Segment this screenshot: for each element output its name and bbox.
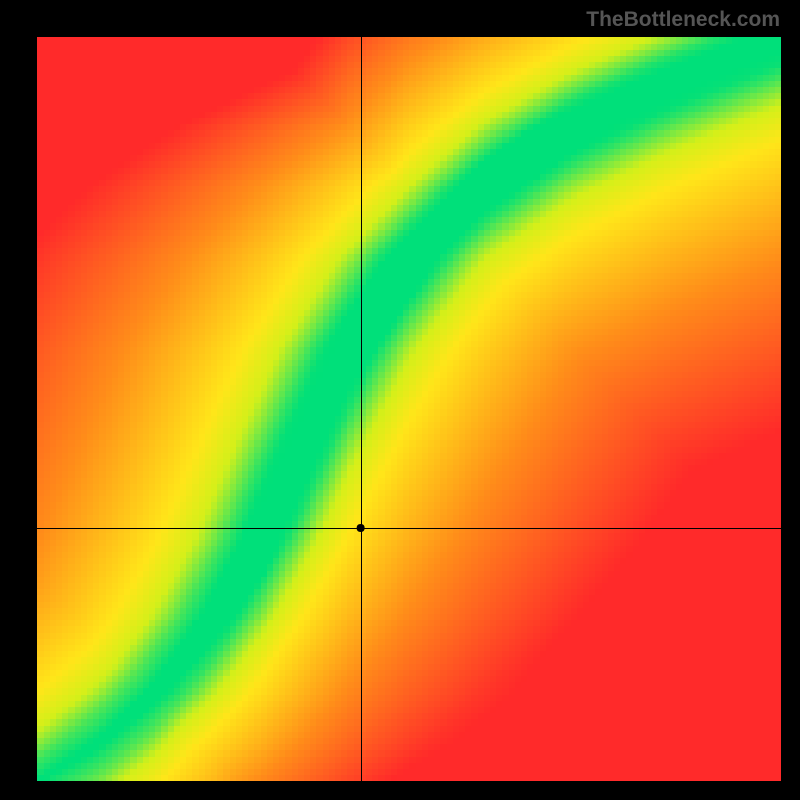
- chart-container: TheBottleneck.com: [0, 0, 800, 800]
- bottleneck-heatmap: [0, 0, 800, 800]
- watermark-text: TheBottleneck.com: [586, 8, 780, 32]
